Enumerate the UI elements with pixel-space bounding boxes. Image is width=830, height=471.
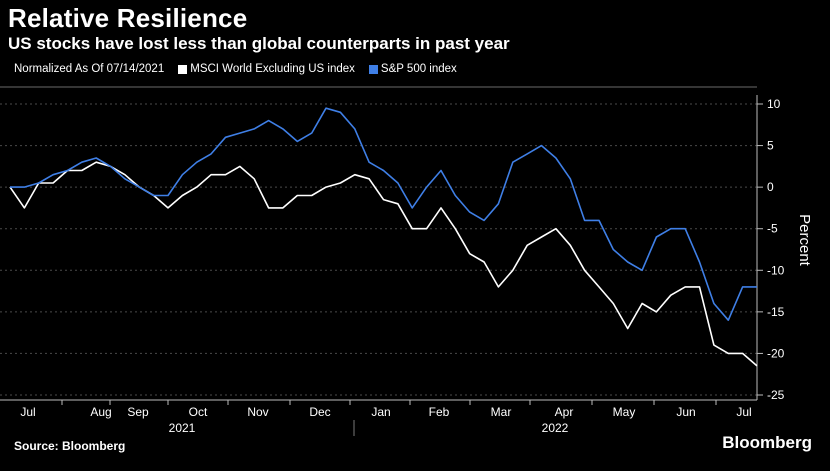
- y-tick-label: -25: [767, 388, 785, 402]
- source-note: Source: Bloomberg: [14, 439, 126, 453]
- y-tick-label: -5: [767, 222, 778, 236]
- legend-item-sp500: S&P 500 index: [368, 63, 457, 75]
- chart-subtitle: US stocks have lost less than global cou…: [8, 34, 510, 53]
- bloomberg-logo: Bloomberg: [722, 433, 812, 452]
- series-line-sp500: [10, 107, 757, 322]
- x-tick-label: Sep: [127, 405, 149, 419]
- x-tick-label: Jun: [676, 405, 695, 419]
- legend-note: Normalized As Of 07/14/2021: [14, 63, 165, 75]
- y-tick-label: -20: [767, 346, 785, 360]
- series-line-msci: [9, 161, 758, 367]
- x-tick-label: Mar: [491, 405, 512, 419]
- x-tick-label: Dec: [309, 405, 330, 419]
- x-tick-label: May: [613, 405, 636, 419]
- legend-swatch-sp500: [368, 64, 378, 74]
- legend-label-sp500: S&P 500 index: [380, 63, 457, 75]
- legend-item-msci: MSCI World Excluding US index: [178, 63, 355, 75]
- legend: Normalized As Of 07/14/2021 MSCI World E…: [14, 63, 471, 75]
- year-label-2022: 2022: [542, 421, 569, 435]
- y-axis-label: Percent: [796, 214, 813, 267]
- y-tick-label: 0: [767, 180, 774, 194]
- y-tick-label: 5: [767, 139, 774, 153]
- x-tick-label: Aug: [90, 405, 111, 419]
- legend-swatch-msci: [178, 64, 188, 74]
- x-tick-label: Oct: [189, 405, 208, 419]
- x-tick-label: Nov: [247, 405, 268, 419]
- x-tick-label: Jul: [736, 405, 751, 419]
- x-tick-label: Jul: [20, 405, 35, 419]
- y-tick-label: 10: [767, 97, 781, 111]
- legend-label-msci: MSCI World Excluding US index: [190, 63, 355, 75]
- x-tick-label: Jan: [371, 405, 390, 419]
- y-tick-label: -10: [767, 263, 785, 277]
- x-tick-label: Apr: [555, 405, 574, 419]
- chart-title: Relative Resilience: [8, 3, 248, 33]
- year-label-2021: 2021: [169, 421, 196, 435]
- y-tick-label: -15: [767, 305, 785, 319]
- x-tick-label: Feb: [429, 405, 450, 419]
